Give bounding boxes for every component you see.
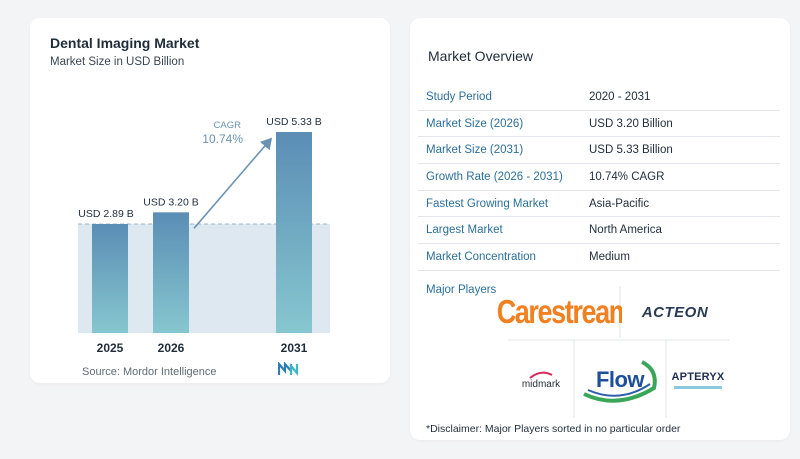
mordor-logo-icon (278, 362, 299, 376)
flow-dental-logo: Flow (578, 344, 662, 416)
row-key: Growth Rate (2026 - 2031) (426, 170, 563, 183)
carestream-logo: Carestream (497, 288, 633, 336)
row-key: Study Period (426, 90, 492, 103)
acteon-logo: ACTEON (622, 288, 728, 336)
overview-title: Market Overview (428, 48, 534, 64)
overview-row-fastest-growing: Fastest Growing Market Asia-Pacific (418, 191, 780, 218)
chart-card (30, 18, 390, 383)
overview-row-study-period: Study Period 2020 - 2031 (418, 84, 780, 111)
player-name: midmark (521, 378, 561, 390)
player-name: APTERYX (671, 371, 725, 383)
overview-row-concentration: Market Concentration Medium (418, 244, 780, 271)
disclaimer: *Disclaimer: Major Players sorted in no … (426, 423, 681, 435)
apteryx-underline (674, 386, 722, 389)
chart-subtitle: Market Size in USD Billion (50, 56, 185, 68)
overview-row-growth-rate: Growth Rate (2026 - 2031) 10.74% CAGR (418, 164, 780, 191)
overview-table: Study Period 2020 - 2031 Market Size (20… (418, 84, 780, 271)
major-players-logos: Carestream ACTEON midmark Flow APTERYX (497, 284, 730, 420)
overview-row-size-2026: Market Size (2026) USD 3.20 Billion (418, 111, 780, 138)
apteryx-logo: APTERYX (668, 344, 728, 416)
player-name: Carestream (496, 292, 633, 331)
row-value: 10.74% CAGR (589, 170, 665, 183)
major-players-label: Major Players (426, 284, 497, 296)
row-key: Largest Market (426, 224, 503, 237)
overview-row-largest-market: Largest Market North America (418, 217, 780, 245)
source-note: Source: Mordor Intelligence (82, 366, 217, 378)
row-key: Market Size (2026) (426, 117, 524, 130)
row-value: North America (589, 224, 662, 237)
player-name: ACTEON (641, 303, 709, 321)
row-key: Fastest Growing Market (426, 197, 549, 210)
overview-row-size-2031: Market Size (2031) USD 5.33 Billion (418, 137, 780, 165)
row-value: Asia-Pacific (589, 197, 650, 210)
row-key: Market Concentration (426, 250, 536, 263)
player-name: Flow (595, 367, 645, 392)
row-value: USD 3.20 Billion (589, 117, 673, 130)
logo-grid-lines (508, 286, 730, 418)
row-value: 2020 - 2031 (589, 90, 651, 103)
row-key: Market Size (2031) (426, 144, 524, 157)
midmark-logo: midmark (510, 344, 572, 416)
chart-title: Dental Imaging Market (50, 35, 200, 51)
flow-swoosh-icon (583, 360, 657, 403)
midmark-swoosh-icon (529, 371, 553, 379)
row-value: Medium (589, 250, 630, 263)
row-value: USD 5.33 Billion (589, 144, 673, 157)
